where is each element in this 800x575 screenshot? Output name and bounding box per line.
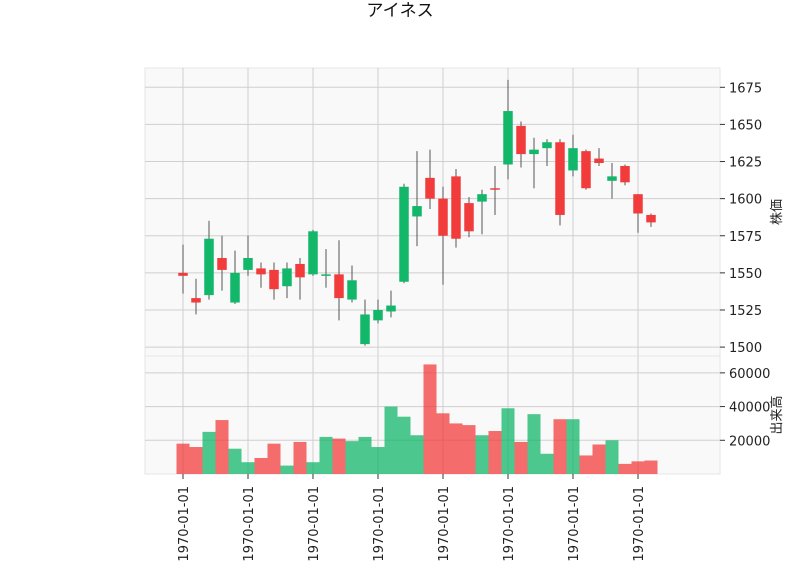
candle-body [217, 258, 227, 270]
price-tick-label: 1575 [729, 230, 762, 245]
volume-axis-label: 出来高 [769, 395, 785, 434]
x-tick-label: 1970-01-01 [437, 486, 452, 562]
volume-bar [332, 438, 346, 474]
candle-body [451, 176, 461, 239]
candle-body [178, 272, 188, 276]
candle-body [256, 268, 266, 275]
candle-body [633, 194, 643, 214]
candle-body [399, 186, 409, 282]
volume-bar [488, 431, 502, 474]
volume-bar [436, 413, 450, 474]
volume-panel: 20000 40000 60000 [144, 355, 770, 475]
volume-bar [514, 441, 528, 474]
volume-bar [605, 440, 619, 474]
x-tick-label: 1970-01-01 [502, 486, 517, 562]
volume-bar [397, 416, 411, 474]
volume-bar [371, 447, 385, 474]
price-panel: 1500 1525 1550 1575 1600 1625 1650 1675 [144, 67, 762, 357]
volume-bar [228, 448, 242, 474]
candle-body [321, 274, 331, 276]
candle-body [360, 314, 370, 345]
candle-body [373, 309, 383, 321]
volume-bar [306, 462, 320, 474]
volume-bar [293, 441, 307, 474]
candle-body [334, 274, 344, 299]
price-tick-label: 1600 [729, 193, 762, 208]
candle-body [503, 111, 513, 165]
volume-bar [215, 420, 229, 474]
candle-body [646, 214, 656, 223]
chart-title: アイネス [366, 1, 433, 21]
x-tick-label: 1970-01-01 [177, 486, 192, 562]
volume-bar [592, 444, 606, 474]
candle-body [529, 149, 539, 155]
volume-tick-label: 60000 [729, 367, 770, 382]
volume-bar [631, 461, 645, 474]
volume-bar [449, 423, 463, 474]
x-tick-label: 1970-01-01 [242, 486, 257, 562]
volume-bar [358, 436, 372, 474]
volume-bar [618, 463, 632, 474]
volume-tick-label: 40000 [729, 401, 770, 416]
candle-body [490, 188, 500, 190]
price-tick-label: 1650 [729, 118, 762, 133]
candle-body [295, 263, 305, 278]
candle-body [425, 177, 435, 199]
candle-body [464, 203, 474, 232]
volume-bar [202, 431, 216, 474]
candle-body [282, 268, 292, 287]
price-tick-label: 1625 [729, 156, 762, 171]
volume-bar [267, 443, 281, 474]
volume-bar [475, 435, 489, 474]
volume-bar [527, 414, 541, 474]
candle-body [230, 272, 240, 303]
price-tick-label: 1550 [729, 267, 762, 282]
candle-body [386, 305, 396, 312]
x-tick-label: 1970-01-01 [372, 486, 387, 562]
x-tick-label: 1970-01-01 [567, 486, 582, 562]
candle-body [607, 176, 617, 181]
candle-body [191, 298, 201, 303]
volume-bar [410, 435, 424, 474]
candle-body [555, 142, 565, 215]
candle-body [438, 198, 448, 236]
volume-bar [280, 465, 294, 474]
volume-bar [423, 364, 437, 474]
price-tick-label: 1525 [729, 304, 762, 319]
volume-bar [501, 408, 515, 474]
volume-bar [644, 460, 658, 474]
volume-bar [566, 419, 580, 474]
volume-bar [254, 457, 268, 474]
volume-bar [579, 455, 593, 474]
candle-body [243, 258, 253, 270]
candle-body [347, 280, 357, 300]
volume-bar [319, 436, 333, 474]
volume-bar [540, 453, 554, 474]
price-tick-label: 1500 [729, 341, 762, 356]
candle-body [516, 125, 526, 155]
price-axis-label: 株価 [770, 199, 785, 225]
volume-bar [241, 462, 255, 474]
candle-body [477, 194, 487, 202]
volume-bar [176, 443, 190, 474]
candle-body [412, 206, 422, 217]
candle-body [308, 231, 318, 275]
volume-bar [384, 406, 398, 474]
volume-bar [345, 441, 359, 474]
candle-body [568, 148, 578, 171]
volume-tick-label: 20000 [729, 434, 770, 449]
x-tick-label: 1970-01-01 [307, 486, 322, 562]
candle-body [594, 158, 604, 164]
price-tick-label: 1675 [729, 81, 762, 96]
candle-body [542, 142, 552, 149]
candle-body [204, 238, 214, 296]
volume-bar [553, 419, 567, 474]
candle-body [620, 165, 630, 183]
volume-bar [189, 447, 203, 474]
candle-body [269, 269, 279, 290]
volume-bar [462, 425, 476, 474]
x-tick-label: 1970-01-01 [632, 486, 647, 562]
candle-body [581, 151, 591, 189]
